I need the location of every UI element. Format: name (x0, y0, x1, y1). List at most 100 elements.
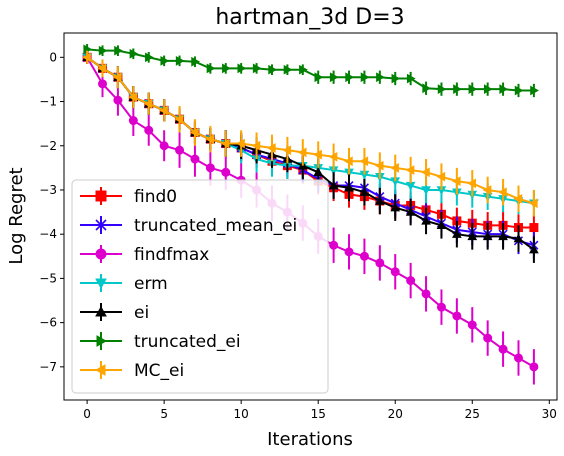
data-point (114, 45, 123, 56)
data-point (329, 240, 339, 250)
legend-marker (95, 190, 107, 202)
legend-entry: MC_ei (80, 361, 184, 381)
legend-entry: findfmax (80, 245, 209, 265)
x-tick-label: 10 (234, 407, 249, 421)
series-truncated_ei (83, 44, 539, 98)
data-point (436, 302, 446, 312)
data-point (498, 231, 508, 241)
data-point (452, 229, 462, 238)
data-point (159, 105, 168, 116)
data-point (221, 167, 231, 177)
data-point (205, 163, 215, 173)
series-MC_ei (82, 50, 538, 217)
data-point (374, 160, 384, 171)
data-point (98, 79, 108, 89)
data-point (482, 231, 493, 241)
legend-entry: erm (80, 274, 168, 294)
data-point (482, 185, 492, 195)
axes-frame (63, 32, 558, 401)
legend-marker (95, 219, 107, 231)
data-point (483, 84, 493, 95)
data-point (345, 72, 355, 83)
data-point (175, 145, 185, 155)
data-point (499, 84, 509, 95)
x-axis: 0 5 10 15 20 25 30 (83, 400, 557, 421)
data-point (359, 251, 369, 261)
data-point (222, 63, 231, 74)
data-point (191, 56, 200, 67)
y-tick-label: −3 (39, 183, 57, 197)
legend-label: erm (134, 274, 168, 294)
data-point (113, 95, 123, 105)
data-point (190, 154, 200, 164)
data-point (451, 176, 461, 186)
data-point (530, 85, 539, 96)
data-point (421, 215, 431, 225)
data-point (251, 140, 261, 151)
data-point (282, 145, 292, 156)
data-point (297, 147, 307, 158)
legend-marker (95, 305, 107, 317)
data-point (405, 207, 416, 216)
data-point (529, 244, 539, 254)
y-tick-label: 0 (49, 50, 57, 64)
data-point (283, 64, 293, 75)
data-point (328, 180, 339, 190)
data-point (189, 127, 199, 138)
data-point (145, 52, 154, 63)
x-tick-label: 0 (83, 407, 91, 421)
x-tick-label: 20 (388, 407, 403, 421)
x-tick-label: 30 (542, 407, 557, 421)
data-point (143, 98, 153, 109)
data-point (514, 85, 524, 96)
data-point (498, 187, 507, 198)
data-point (159, 141, 169, 151)
data-point (252, 63, 262, 74)
data-point (453, 84, 462, 95)
data-point (328, 151, 338, 162)
y-tick-label: −7 (39, 360, 57, 374)
legend-entry: truncated_ei (80, 332, 241, 352)
data-point (359, 187, 370, 196)
data-point (359, 156, 369, 167)
data-point (375, 258, 385, 268)
data-point (299, 64, 308, 75)
data-point (390, 163, 399, 173)
data-point (421, 289, 431, 299)
data-point (144, 125, 154, 135)
x-tick-label: 15 (311, 407, 326, 421)
legend: find0 truncated_mean_ei findfmax erm ei trunc… (71, 179, 329, 394)
data-point (376, 72, 385, 83)
x-axis-label: Iterations (267, 429, 353, 450)
legend-marker (95, 248, 107, 260)
data-point (98, 45, 108, 56)
data-point (529, 223, 539, 233)
data-point (437, 84, 447, 95)
legend-marker (94, 364, 106, 376)
y-axis: 0 −1 −2 −3 −4 −5 −6 −7 (39, 50, 64, 374)
data-point (313, 167, 324, 176)
data-point (128, 92, 138, 102)
legend-label: findfmax (134, 245, 209, 265)
data-point (391, 73, 401, 84)
legend-label: ei (134, 303, 149, 323)
y-tick-label: −4 (39, 227, 57, 241)
data-point (128, 116, 138, 126)
data-point (112, 72, 122, 83)
data-point (268, 64, 278, 75)
data-point (528, 198, 538, 209)
plot-frame (63, 32, 558, 401)
data-point (390, 202, 401, 212)
chart-title: hartman_3d D=3 (215, 5, 404, 30)
data-point (236, 138, 245, 149)
data-point (329, 72, 339, 83)
data-point (467, 178, 476, 189)
legend-marker (95, 278, 107, 290)
data-point (421, 186, 431, 195)
data-point (513, 353, 523, 363)
data-point (483, 333, 493, 343)
data-point (82, 52, 91, 63)
data-point (406, 276, 416, 286)
legend-label: MC_ei (134, 361, 184, 381)
data-point (374, 195, 385, 205)
